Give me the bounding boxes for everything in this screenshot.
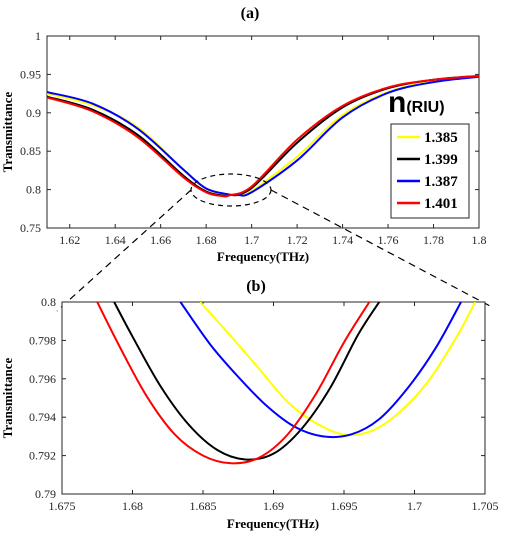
y-tick-label: 0.792 — [29, 449, 56, 463]
x-tick-label: 1.69 — [263, 499, 284, 513]
series-line-1.387 — [179, 302, 462, 439]
legend-label: 1.385 — [424, 130, 458, 146]
panel-b-series — [96, 302, 477, 465]
panel-b-y-ticks: 0.79 0.792 0.794 0.796 0.798 0.8 — [29, 295, 485, 501]
y-tick-label: 0.79 — [35, 487, 56, 501]
series-line-1.399 — [113, 302, 381, 461]
series-line-1.385 — [199, 302, 477, 436]
y-tick-label: 0.794 — [29, 410, 56, 424]
legend-items: 1.385 1.399 1.387 1.401 — [397, 130, 458, 212]
y-tick-label: 0.796 — [29, 372, 56, 386]
x-tick-label: 1.7 — [244, 233, 259, 247]
panel-a-legend: n(RIU) 1.385 1.399 1.387 1.401 — [388, 86, 470, 219]
panel-b-x-ticks: 1.675 1.68 1.685 1.69 1.695 1.7 1.705 — [49, 302, 499, 513]
series-line-1.401 — [47, 74, 479, 198]
panel-b-ylabel: Transmittance — [0, 357, 15, 438]
legend-label: 1.399 — [424, 152, 458, 168]
x-tick-label: 1.705 — [472, 499, 499, 513]
y-tick-label: 0.798 — [29, 333, 56, 347]
legend-title-sub: (RIU) — [406, 99, 444, 116]
x-tick-label: 1.68 — [122, 499, 143, 513]
legend-title: n(RIU) — [388, 86, 445, 119]
x-tick-label: 1.68 — [196, 233, 217, 247]
x-tick-label: 1.8 — [472, 233, 487, 247]
legend-label: 1.387 — [424, 174, 458, 190]
panel-b-label: (b) — [246, 278, 266, 295]
x-tick-label: 1.7 — [407, 499, 422, 513]
panel-a-label: (a) — [241, 5, 260, 22]
zoom-connector-left — [56, 189, 192, 312]
x-tick-label: 1.76 — [378, 233, 399, 247]
x-tick-label: 1.72 — [287, 233, 308, 247]
y-tick-label: 0.75 — [20, 221, 41, 235]
legend-title-main: n — [388, 86, 406, 119]
zoom-connector-right — [270, 189, 491, 307]
y-tick-label: 1 — [35, 29, 41, 43]
x-tick-label: 1.685 — [190, 499, 217, 513]
series-line-1.387 — [47, 75, 479, 197]
panel-a-series — [47, 74, 479, 198]
x-tick-label: 1.675 — [49, 499, 76, 513]
x-tick-label: 1.62 — [59, 233, 80, 247]
series-line-1.401 — [96, 302, 371, 465]
x-tick-label: 1.78 — [423, 233, 444, 247]
x-tick-label: 1.66 — [150, 233, 171, 247]
panel-a-xlabel: Frequency(THz) — [217, 249, 309, 264]
y-tick-label: 0.85 — [20, 144, 41, 158]
panel-a-ylabel: Transmittance — [0, 91, 15, 172]
y-tick-label: 0.8 — [26, 183, 41, 197]
panel-a: (a) 0.75 0.8 0.85 0.9 0.95 1 1.62 1.64 1.66 1.68… — [0, 5, 487, 264]
x-tick-label: 1.74 — [332, 233, 353, 247]
panel-b-plot-area — [61, 301, 486, 495]
y-tick-label: 0.8 — [41, 295, 56, 309]
y-tick-label: 0.9 — [26, 106, 41, 120]
y-tick-label: 0.95 — [20, 67, 41, 81]
panel-a-y-ticks: 0.75 0.8 0.85 0.9 0.95 1 — [20, 29, 479, 235]
panel-b-xlabel: Frequency(THz) — [227, 516, 319, 531]
panel-a-x-ticks: 1.62 1.64 1.66 1.68 1.7 1.72 1.74 1.76 1.78 1.8 — [59, 36, 487, 247]
legend-label: 1.401 — [424, 196, 458, 212]
x-tick-label: 1.64 — [105, 233, 126, 247]
x-tick-label: 1.695 — [331, 499, 358, 513]
